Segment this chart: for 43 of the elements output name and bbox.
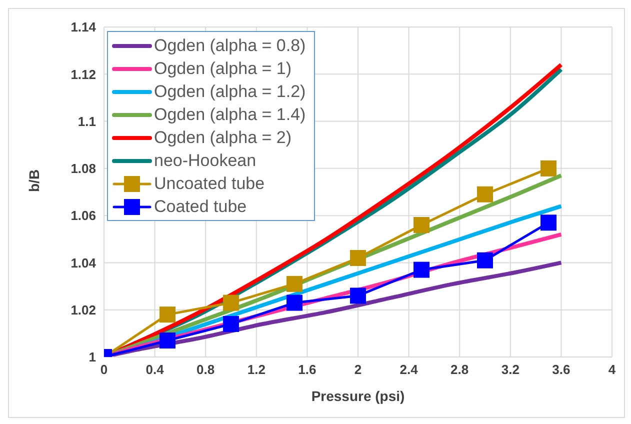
- y-tick-label: 1.06: [70, 208, 96, 224]
- y-tick-label: 1: [88, 350, 96, 365]
- point: [223, 294, 239, 311]
- x-tick-label: 2: [354, 362, 362, 378]
- point: [286, 276, 302, 292]
- x-tick-label: 3.6: [552, 362, 570, 378]
- point: [286, 294, 302, 311]
- point: [160, 332, 176, 348]
- legend-label: Uncoated tube: [154, 174, 265, 194]
- y-tick-label: 1.12: [70, 66, 96, 82]
- x-tick-label: 0: [100, 362, 108, 378]
- y-axis-title: b/B: [26, 169, 42, 192]
- point: [414, 217, 430, 233]
- x-tick-label: 1.6: [298, 362, 316, 378]
- legend-label: Ogden (alpha = 1.2): [154, 82, 306, 102]
- legend-label: neo-Hookean: [154, 150, 256, 170]
- point: [477, 186, 493, 202]
- x-tick-label: 3.2: [501, 362, 520, 378]
- point: [223, 316, 239, 332]
- y-tick-label: 1.1: [78, 114, 96, 129]
- x-tick-label: 2.4: [400, 362, 419, 378]
- point: [414, 262, 430, 278]
- x-tick-label: 0.8: [196, 362, 215, 378]
- point: [350, 288, 366, 304]
- x-tick-label: 0.4: [146, 362, 165, 378]
- x-tick-label: 2.8: [450, 362, 469, 378]
- legend-label: Ogden (alpha = 0.8): [154, 36, 306, 56]
- legend-label: Ogden (alpha = 2): [154, 128, 292, 148]
- point: [350, 250, 366, 266]
- point: [540, 160, 556, 176]
- x-axis-title: Pressure (psi): [311, 388, 405, 404]
- legend-label: Ogden (alpha = 1): [154, 58, 292, 78]
- x-tick-label: 4: [608, 362, 616, 378]
- point: [477, 252, 493, 268]
- y-tick-label: 1.02: [70, 302, 96, 318]
- y-tick-label: 1.14: [70, 20, 97, 35]
- x-tick-label: 1.2: [247, 362, 266, 378]
- legend-label: Ogden (alpha = 1.4): [154, 104, 306, 124]
- y-tick-label: 1.08: [70, 161, 96, 176]
- legend-label: Coated tube: [154, 196, 247, 216]
- y-tick-label: 1.04: [70, 255, 97, 270]
- point: [540, 214, 556, 231]
- point: [160, 306, 176, 323]
